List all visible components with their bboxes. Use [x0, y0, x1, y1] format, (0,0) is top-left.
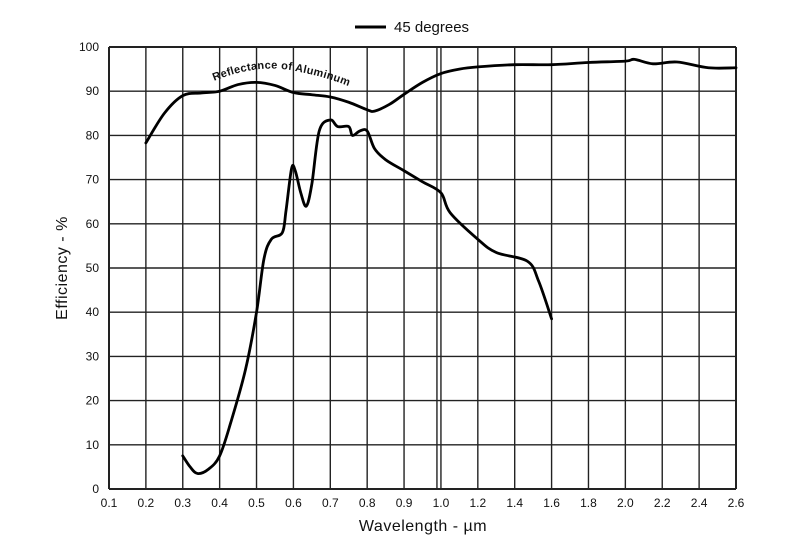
- x-tick-label: 0.3: [174, 496, 191, 510]
- x-axis-label: Wavelength - µm: [359, 518, 487, 535]
- y-tick-label: 50: [86, 261, 100, 275]
- x-tick-labels: 0.1 0.2 0.3 0.4 0.5 0.6 0.7 0.8 0.9 1.0 1.2 1.4 1.6 1…: [101, 496, 745, 510]
- x-tick-label: 0.5: [248, 496, 265, 510]
- x-tick-label: 0.4: [211, 496, 228, 510]
- grid: [108, 46, 737, 490]
- x-tick-label: 2.4: [691, 496, 708, 510]
- y-tick-label: 80: [86, 128, 100, 142]
- y-tick-label: 70: [86, 173, 100, 187]
- x-tick-label: 2.0: [617, 496, 634, 510]
- y-tick-labels: 0 10 20 30 40 50 60 70 80 90 100: [79, 40, 99, 496]
- efficiency-line: [181, 118, 553, 475]
- y-tick-label: 0: [92, 482, 99, 496]
- x-tick-label: 0.8: [359, 496, 376, 510]
- x-tick-label: 0.7: [322, 496, 339, 510]
- x-tick-label: 1.8: [580, 496, 597, 510]
- y-tick-label: 60: [86, 217, 100, 231]
- y-tick-label: 20: [86, 394, 100, 408]
- x-tick-label: 1.2: [469, 496, 486, 510]
- y-tick-label: 40: [86, 305, 100, 319]
- x-tick-label: 2.6: [728, 496, 745, 510]
- y-tick-label: 100: [79, 40, 99, 54]
- legend-label: 45 degrees: [394, 19, 469, 36]
- y-tick-label: 30: [86, 349, 100, 363]
- x-tick-label: 1.0: [433, 496, 450, 510]
- x-tick-label: 1.6: [543, 496, 560, 510]
- x-tick-label: 2.2: [654, 496, 671, 510]
- x-tick-label: 0.2: [138, 496, 155, 510]
- y-tick-label: 10: [86, 438, 100, 452]
- x-tick-label: 0.1: [101, 496, 118, 510]
- x-tick-label: 0.9: [396, 496, 413, 510]
- reflectance-line: [144, 57, 738, 145]
- y-tick-label: 90: [86, 84, 100, 98]
- legend: 45 degrees: [355, 19, 469, 36]
- x-tick-label: 1.4: [506, 496, 523, 510]
- series-lines: [144, 57, 738, 475]
- y-axis-label: Efficiency - %: [54, 216, 71, 320]
- x-tick-label: 0.6: [285, 496, 302, 510]
